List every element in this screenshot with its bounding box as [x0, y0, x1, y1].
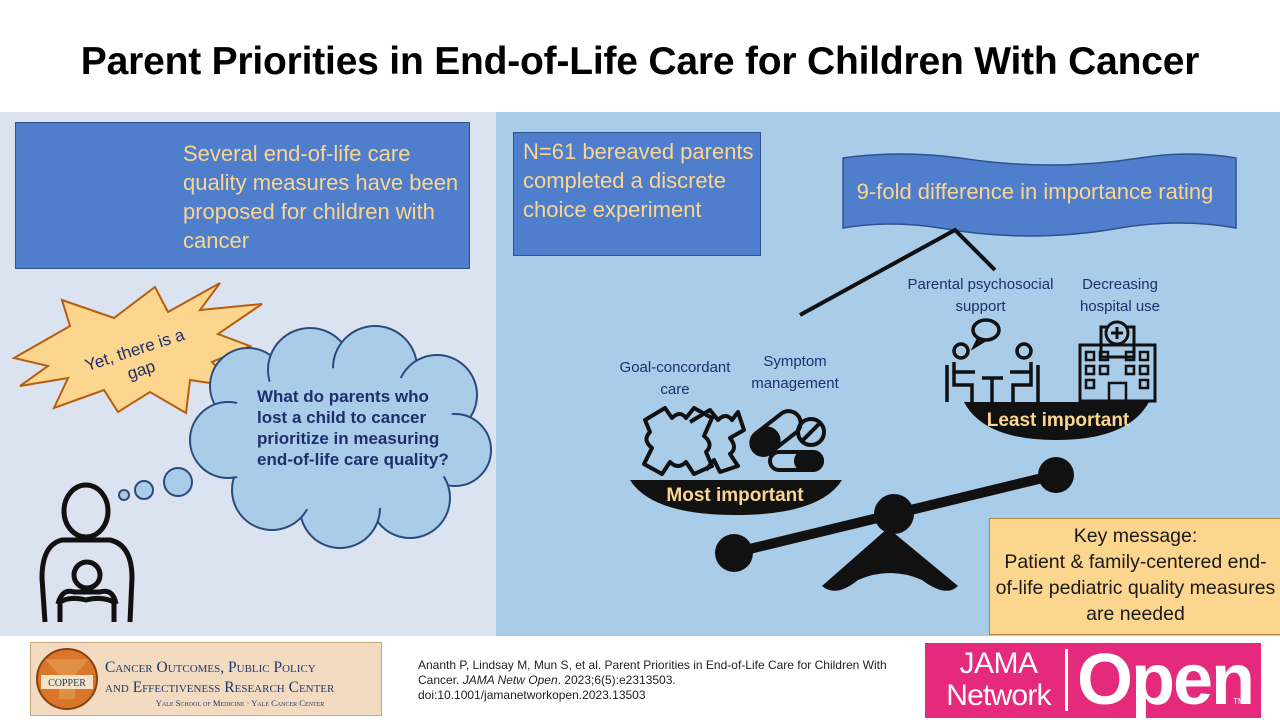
parent-child-icon: [39, 482, 135, 623]
key-message-body: Patient & family-centered end-of-life pe…: [995, 551, 1276, 625]
balance-scale: [630, 402, 1149, 591]
key-message: Key message: Patient & family-centered e…: [994, 523, 1277, 627]
svg-text:COPPER: COPPER: [48, 678, 86, 689]
label-goal-concordant: Goal-concordant care: [619, 359, 731, 398]
ribbon-banner: [842, 153, 1237, 237]
hospital-icon: [1078, 320, 1157, 403]
citation-details: . 2023;6(5):e2313503.: [557, 673, 676, 687]
measures-box: [15, 122, 470, 269]
most-important-label: Most important: [666, 485, 804, 506]
citation: Ananth P, Lindsay M, Mun S, et al. Paren…: [418, 658, 896, 703]
label-symptom-management: Symptom management: [751, 353, 839, 392]
puzzle-icon: [642, 406, 746, 476]
trademark: TM: [1233, 697, 1245, 706]
copper-logo: COPPER Cancer Outcomes, Public Policy an…: [30, 642, 382, 716]
copper-line-1: Cancer Outcomes, Public Policy: [105, 659, 316, 676]
network-word: Network: [946, 679, 1051, 712]
copper-line-3: Yale School of Medicine · Yale Cancer Ce…: [155, 698, 325, 708]
pills-icon: [749, 409, 826, 472]
citation-doi: doi:10.1001/jamanetworkopen.2023.13503: [418, 688, 646, 702]
least-important-label: Least important: [986, 410, 1130, 431]
bracket-line: [799, 227, 997, 317]
citation-journal: JAMA Netw Open: [462, 673, 558, 687]
counseling-icon: [945, 318, 1040, 402]
label-hospital-use: Decreasing hospital use: [1079, 276, 1161, 315]
key-message-heading: Key message:: [1073, 525, 1198, 547]
thought-cloud: [118, 325, 492, 549]
open-word: Open: [1077, 640, 1255, 720]
sample-box: [513, 132, 761, 256]
gap-starburst: [11, 282, 263, 415]
jama-network-open-logo: JAMA Network Open TM: [925, 640, 1261, 720]
sample-text: N=61 bereaved parents completed a discre…: [523, 139, 754, 222]
key-message-box: [989, 518, 1280, 635]
page-title: Parent Priorities in End-of-Life Care fo…: [80, 40, 1200, 83]
citation-authors: Ananth P, Lindsay M, Mun S, et al. Paren…: [418, 658, 887, 687]
question-text: What do parents who lost a child to canc…: [257, 387, 449, 469]
label-parental-support: Parental psychosocial support: [907, 276, 1054, 315]
banner-text: 9-fold difference in importance rating: [856, 179, 1214, 204]
logo-divider: [1065, 649, 1068, 711]
jama-word: JAMA: [959, 647, 1038, 680]
copper-line-2: and Effectiveness Research Center: [105, 679, 335, 696]
measures-text: Several end-of-life care quality measure…: [183, 141, 459, 253]
copper-seal-icon: COPPER: [36, 648, 98, 710]
